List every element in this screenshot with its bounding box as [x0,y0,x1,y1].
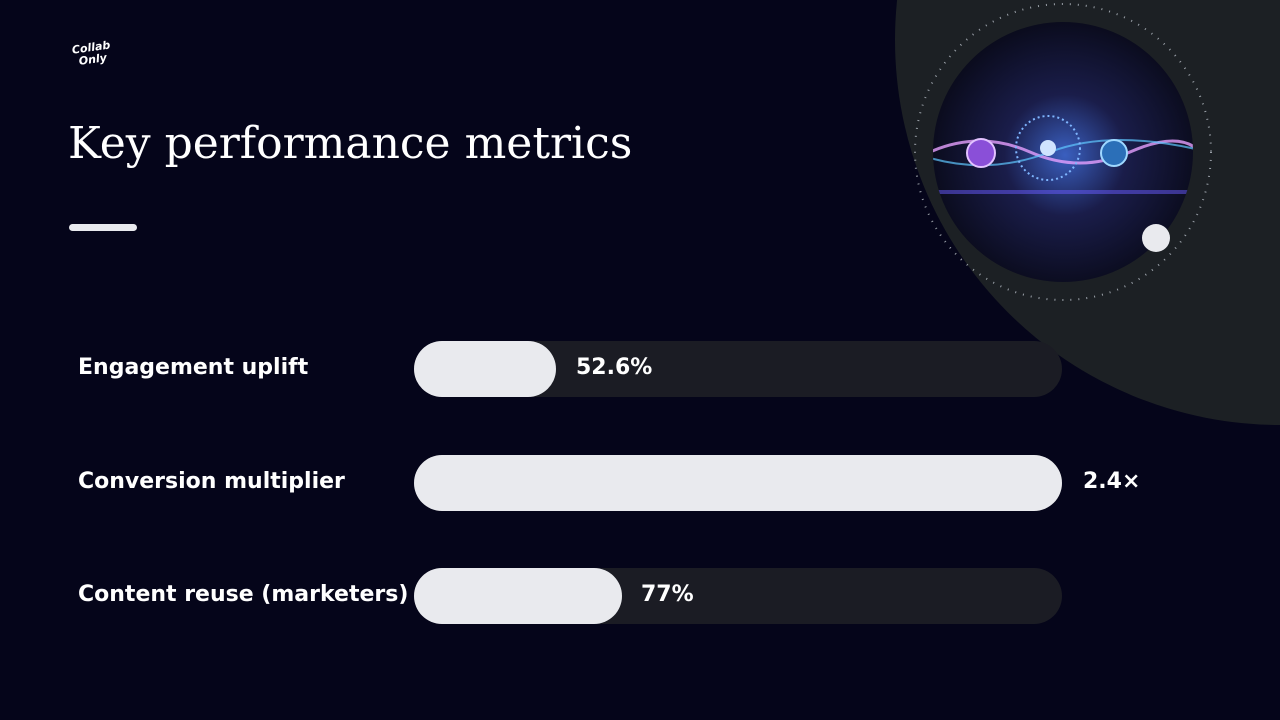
accent-dot [1142,224,1170,252]
dotted-ring [914,3,1212,301]
metric-label: Conversion multiplier [78,469,345,494]
metric-label: Engagement uplift [78,355,309,380]
bar-fill [414,341,556,397]
metric-label: Content reuse (marketers) [78,582,409,607]
metric-value: 2.4× [1083,469,1141,494]
title-rule [69,224,137,231]
bar-fill [414,568,622,624]
bar-fill [414,455,1062,511]
title: Key performance metrics [68,118,633,169]
metric-value: 52.6% [576,355,653,380]
metric-value: 77% [641,582,694,607]
